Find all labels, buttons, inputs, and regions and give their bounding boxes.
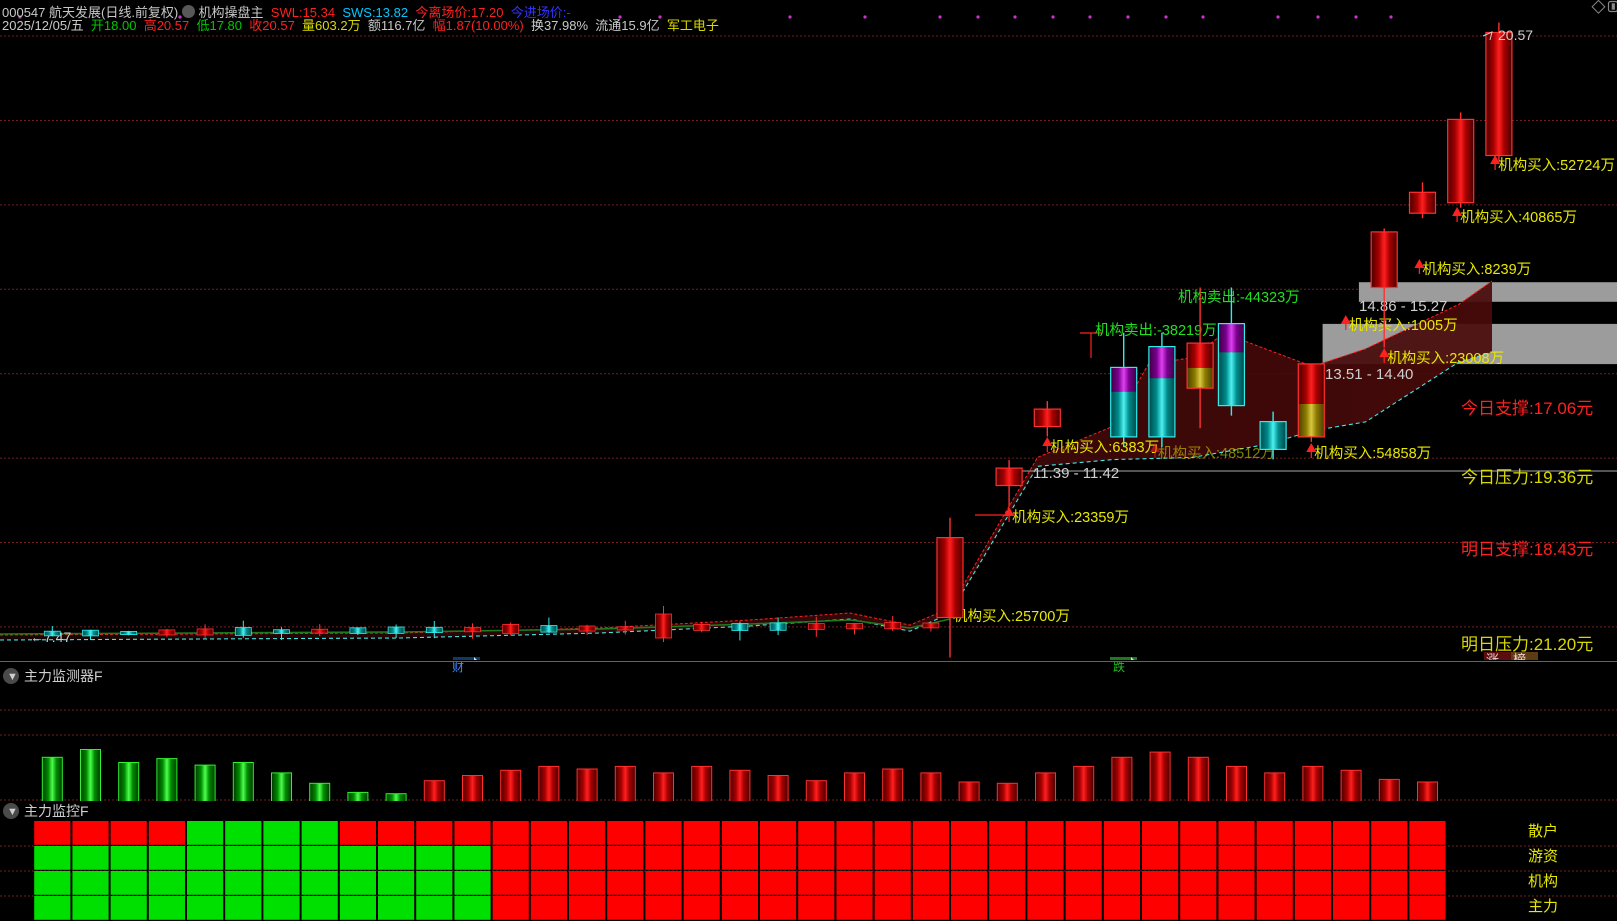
svg-text:机构买入:54858万: 机构买入:54858万 [1314, 445, 1431, 462]
svg-text:主力监控F: 主力监控F [24, 803, 89, 819]
svg-text:榜: 榜 [1513, 652, 1526, 660]
svg-text:机构: 机构 [1528, 873, 1558, 890]
svg-text:机构买入:40865万: 机构买入:40865万 [1460, 209, 1577, 226]
svg-text:今日压力:19.36元: 今日压力:19.36元 [1461, 468, 1593, 487]
svg-text:机构买入:8239万: 机构买入:8239万 [1422, 261, 1531, 278]
svg-text:机构卖出:-44323万: 机构卖出:-44323万 [1178, 289, 1300, 306]
svg-text:明日支撑:18.43元: 明日支撑:18.43元 [1461, 540, 1593, 559]
svg-text:14.86 - 15.27: 14.86 - 15.27 [1359, 298, 1447, 315]
svg-text:涨: 涨 [1486, 652, 1499, 660]
svg-text:跌: 跌 [1113, 662, 1125, 674]
svg-text:11.39 - 11.42: 11.39 - 11.42 [1033, 465, 1119, 482]
svg-text:游资: 游资 [1528, 848, 1558, 865]
svg-text:▼: ▼ [7, 806, 18, 818]
svg-text:财: 财 [452, 662, 464, 674]
svg-text:散户: 散户 [1528, 823, 1558, 840]
svg-text:机构买入:1005万: 机构买入:1005万 [1349, 317, 1458, 334]
svg-text:主力: 主力 [1528, 898, 1558, 915]
svg-text:今日支撑:17.06元: 今日支撑:17.06元 [1461, 399, 1593, 418]
svg-text:机构买入:25700万: 机构买入:25700万 [953, 608, 1070, 625]
svg-text:机构买入:52724万: 机构买入:52724万 [1498, 157, 1615, 174]
svg-text:明日压力:21.20元: 明日压力:21.20元 [1461, 635, 1593, 654]
svg-text:主力监测器F: 主力监测器F [24, 668, 103, 684]
svg-text:机构买入:23008万: 机构买入:23008万 [1387, 350, 1504, 367]
svg-text:机构买入:48512万: 机构买入:48512万 [1158, 445, 1275, 462]
svg-text:13.51 - 14.40: 13.51 - 14.40 [1325, 366, 1413, 383]
svg-text:▼: ▼ [7, 671, 18, 683]
svg-text:20.57: 20.57 [1498, 27, 1533, 43]
svg-text:机构买入:6383万: 机构买入:6383万 [1050, 439, 1159, 456]
svg-text:机构买入:23359万: 机构买入:23359万 [1012, 509, 1129, 526]
svg-text:机构卖出:-38219万: 机构卖出:-38219万 [1095, 322, 1217, 339]
